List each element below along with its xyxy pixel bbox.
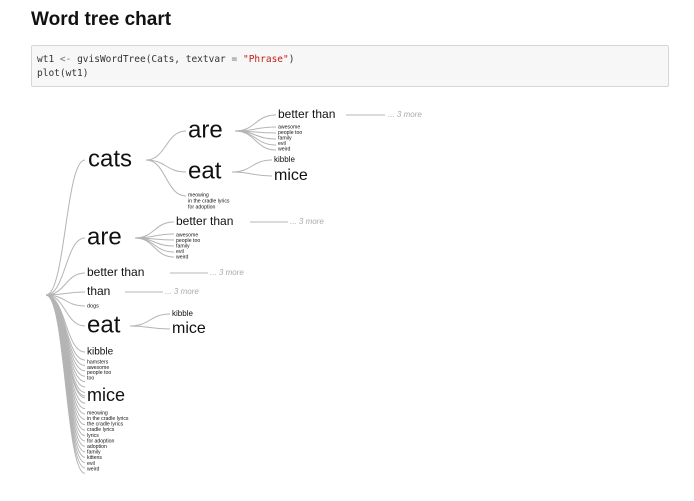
tree-leaf: evil: [87, 461, 95, 467]
tree-edge: [45, 159, 86, 296]
tree-leaf: evil: [176, 249, 184, 255]
code-line-1: wt1 <- gvisWordTree(Cats, textvar = "Phr…: [37, 53, 668, 67]
tree-node-better_more[interactable]: ... 3 more: [210, 268, 244, 277]
tree-leaf: people too: [176, 238, 200, 244]
tree-leaf: weird: [176, 254, 189, 260]
code-operator: <-: [59, 54, 72, 65]
tree-leaf: adoption: [87, 444, 107, 450]
code-token: ): [288, 54, 295, 65]
tree-node-cats_are: are: [188, 116, 223, 143]
tree-node-eat: eat: [87, 311, 121, 338]
code-line-2: plot(wt1): [37, 68, 89, 79]
code-token: wt1: [37, 54, 60, 65]
tree-leaf: meowing: [188, 192, 209, 198]
tree-leaf: kittens: [87, 455, 102, 461]
page-title: Word tree chart: [31, 9, 172, 30]
tree-node-cats_eat_kibble: kibble: [274, 155, 295, 164]
tree-edge: [234, 126, 277, 132]
tree-leaf: lyrics: [87, 433, 99, 439]
tree-leaf: people too: [278, 130, 302, 136]
tree-node-better: better than: [87, 265, 144, 279]
tree-leaf: evil: [278, 141, 286, 147]
tree-leaf: for adoption: [188, 204, 216, 210]
code-operator: =: [231, 54, 238, 65]
tree-node-than: than: [87, 284, 110, 298]
tree-edge: [145, 159, 187, 197]
tree-edge: [231, 159, 273, 173]
tree-node-cats_are_better_more[interactable]: ... 3 more: [388, 110, 422, 119]
tree-node-are: are: [87, 223, 122, 250]
tree-node-cats_eat_mice: mice: [274, 167, 308, 184]
tree-leaf: for adoption: [87, 438, 115, 444]
tree-leaf: the cradle lyrics: [87, 422, 123, 428]
tree-node-than_more[interactable]: ... 3 more: [165, 287, 199, 296]
tree-edge: [145, 130, 187, 161]
tree-leaf: family: [176, 243, 190, 249]
tree-node-eat_kibble: kibble: [172, 309, 193, 318]
tree-node-mice: mice: [87, 385, 125, 405]
tree-leaf: meowing: [87, 410, 108, 416]
tree-node-kibble: kibble: [87, 347, 114, 358]
tree-node-cats_are_better: better than: [278, 107, 335, 121]
word-tree-edges: [45, 114, 385, 474]
code-string: "Phrase": [242, 54, 289, 65]
tree-leaf: in the cradle lyrics: [188, 198, 230, 204]
tree-leaf: too: [87, 376, 94, 382]
tree-edge: [129, 325, 171, 330]
tree-edge: [45, 237, 86, 296]
tree-edge: [134, 233, 175, 239]
tree-node-cats_eat: eat: [188, 157, 222, 184]
tree-leaf: awesome: [176, 232, 198, 238]
tree-leaf: weird: [278, 146, 291, 152]
tree-edge: [129, 313, 171, 327]
tree-leaf: awesome: [87, 365, 109, 371]
tree-edge: [134, 237, 175, 258]
tree-leaf: family: [87, 450, 101, 456]
tree-leaf: cradle lyrics: [87, 427, 115, 433]
tree-leaf: awesome: [278, 124, 300, 130]
tree-node-are_better: better than: [176, 214, 233, 228]
tree-node-are_better_more[interactable]: ... 3 more: [290, 217, 324, 226]
tree-leaf: hamsters: [87, 359, 109, 365]
tree-node-dogs: dogs: [87, 303, 99, 309]
tree-edge: [231, 171, 273, 177]
tree-leaf: in the cradle lyrics: [87, 416, 129, 422]
tree-edge: [234, 130, 277, 151]
tree-edge: [45, 294, 86, 474]
tree-edge: [45, 272, 86, 296]
tree-leaf: family: [278, 135, 292, 141]
tree-node-cats: cats: [88, 145, 132, 172]
code-token: gvisWordTree(Cats, textvar: [71, 54, 232, 65]
tree-leaf: weird: [87, 466, 100, 472]
tree-leaf: people too: [87, 370, 111, 376]
code-block: wt1 <- gvisWordTree(Cats, textvar = "Phr…: [31, 45, 669, 87]
tree-node-eat_mice: mice: [172, 320, 206, 337]
